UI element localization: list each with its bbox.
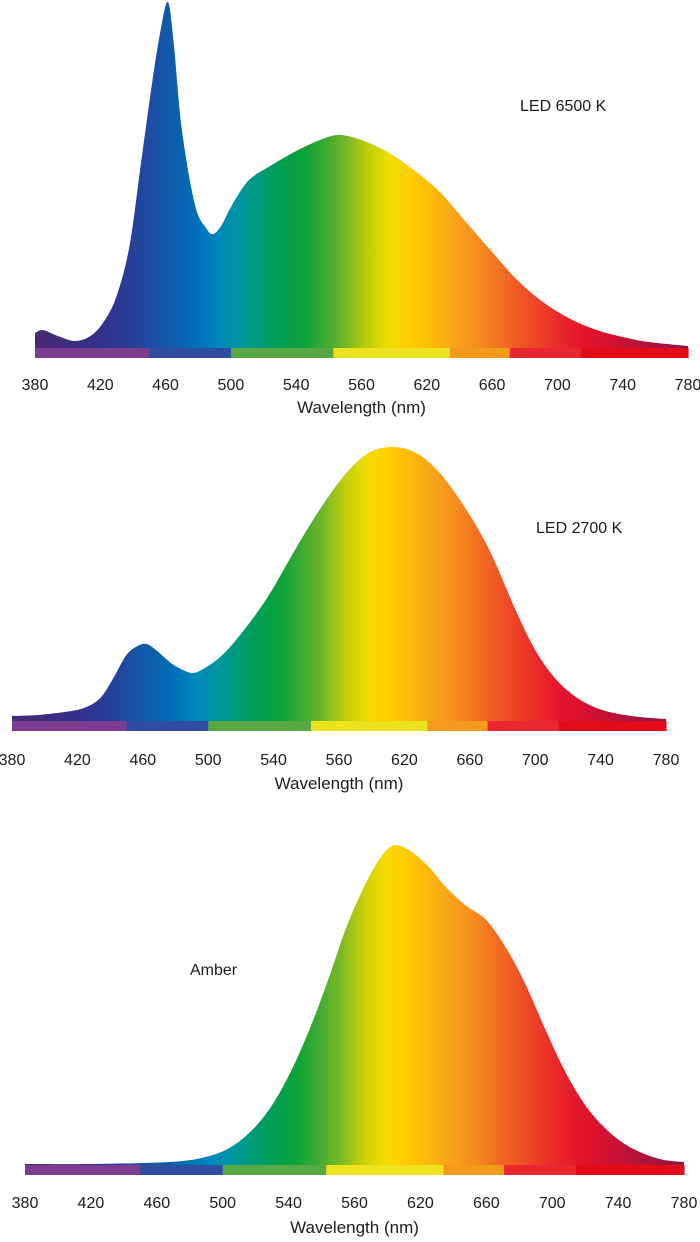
x-axis-title-amber: Wavelength (nm) xyxy=(290,1218,419,1237)
tick-label-420: 420 xyxy=(78,1195,105,1212)
colorbar-layer xyxy=(25,1165,685,1175)
colorbar-segment-purple xyxy=(25,1165,141,1175)
colorbar-segment-blue xyxy=(126,721,209,731)
chart-amber: 380 420 460 500 540 560 620 660 700 740 780 Amber … xyxy=(12,845,698,1237)
spectrum-curve xyxy=(12,446,666,722)
tick-label-460: 460 xyxy=(143,1195,170,1212)
tick-layer: 380 420 460 500 540 560 620 660 700 740 780 xyxy=(12,1195,698,1212)
tick-label-620: 620 xyxy=(407,1195,434,1212)
colorbar-segment-blue xyxy=(140,1165,224,1175)
colorbar-segment-purple xyxy=(12,721,127,731)
tick-label-740: 740 xyxy=(587,752,614,769)
tick-label-700: 700 xyxy=(544,377,571,394)
tick-label-420: 420 xyxy=(87,377,114,394)
colorbar-segment-yellow xyxy=(326,1165,445,1175)
tick-label-700: 700 xyxy=(539,1195,566,1212)
tick-label-740: 740 xyxy=(605,1195,632,1212)
tick-label-660: 660 xyxy=(456,752,483,769)
tick-label-500: 500 xyxy=(209,1195,236,1212)
chart-title-led-2700k: LED 2700 K xyxy=(536,520,623,537)
chart-title-led-6500k: LED 6500 K xyxy=(520,98,607,115)
colorbar-segment-orange xyxy=(443,1165,505,1175)
tick-label-380: 380 xyxy=(0,752,25,769)
tick-label-540: 540 xyxy=(283,377,310,394)
tick-label-780: 780 xyxy=(675,377,700,394)
colorbar-segment-red-bright xyxy=(509,348,582,358)
chart-led-6500k: 380 420 460 500 540 560 620 660 700 740 780 LED 65… xyxy=(22,1,700,417)
tick-label-660: 660 xyxy=(479,377,506,394)
tick-layer: 380 420 460 500 540 560 620 660 700 740 780 xyxy=(0,752,679,769)
colorbar-segment-blue xyxy=(149,348,232,358)
tick-label-380: 380 xyxy=(12,1195,39,1212)
tick-label-560: 560 xyxy=(341,1195,368,1212)
colorbar-segment-yellow xyxy=(310,721,428,731)
spectrum-curve xyxy=(35,1,688,349)
curve-layer xyxy=(12,446,666,722)
colorbar-segment-orange xyxy=(427,721,489,731)
curve-layer xyxy=(25,845,684,1166)
tick-label-540: 540 xyxy=(275,1195,302,1212)
tick-label-740: 740 xyxy=(609,377,636,394)
tick-layer: 380 420 460 500 540 560 620 660 700 740 780 xyxy=(22,377,700,394)
colorbar-segment-purple xyxy=(35,348,150,358)
tick-label-500: 500 xyxy=(218,377,245,394)
tick-label-560: 560 xyxy=(326,752,353,769)
tick-label-380: 380 xyxy=(22,377,49,394)
colorbar-segment-red-deep xyxy=(580,348,689,358)
tick-label-660: 660 xyxy=(473,1195,500,1212)
colorbar-segment-red-deep xyxy=(575,1165,685,1175)
colorbar-layer xyxy=(35,348,689,358)
tick-label-560: 560 xyxy=(348,377,375,394)
colorbar-segment-red-bright xyxy=(504,1165,577,1175)
tick-label-460: 460 xyxy=(152,377,179,394)
colorbar-segment-red-bright xyxy=(487,721,560,731)
tick-label-780: 780 xyxy=(653,752,680,769)
tick-label-540: 540 xyxy=(260,752,287,769)
colorbar-segment-yellow xyxy=(333,348,451,358)
colorbar-segment-green xyxy=(208,721,312,731)
tick-label-500: 500 xyxy=(195,752,222,769)
tick-label-620: 620 xyxy=(391,752,418,769)
tick-label-700: 700 xyxy=(522,752,549,769)
curve-layer xyxy=(35,1,688,349)
colorbar-segment-orange xyxy=(449,348,511,358)
colorbar-segment-red-deep xyxy=(558,721,667,731)
x-axis-title-led-6500k: Wavelength (nm) xyxy=(297,398,426,417)
tick-label-420: 420 xyxy=(64,752,91,769)
colorbar-segment-green xyxy=(222,1165,327,1175)
x-axis-title-led-2700k: Wavelength (nm) xyxy=(275,774,404,793)
tick-label-620: 620 xyxy=(413,377,440,394)
chart-led-2700k: 380 420 460 500 540 560 620 660 700 740 780 LED 27… xyxy=(0,446,679,793)
colorbar-layer xyxy=(12,721,667,731)
tick-label-780: 780 xyxy=(671,1195,698,1212)
spectrum-curve xyxy=(25,845,684,1166)
tick-label-460: 460 xyxy=(129,752,156,769)
colorbar-segment-green xyxy=(230,348,334,358)
chart-title-amber: Amber xyxy=(190,962,238,979)
